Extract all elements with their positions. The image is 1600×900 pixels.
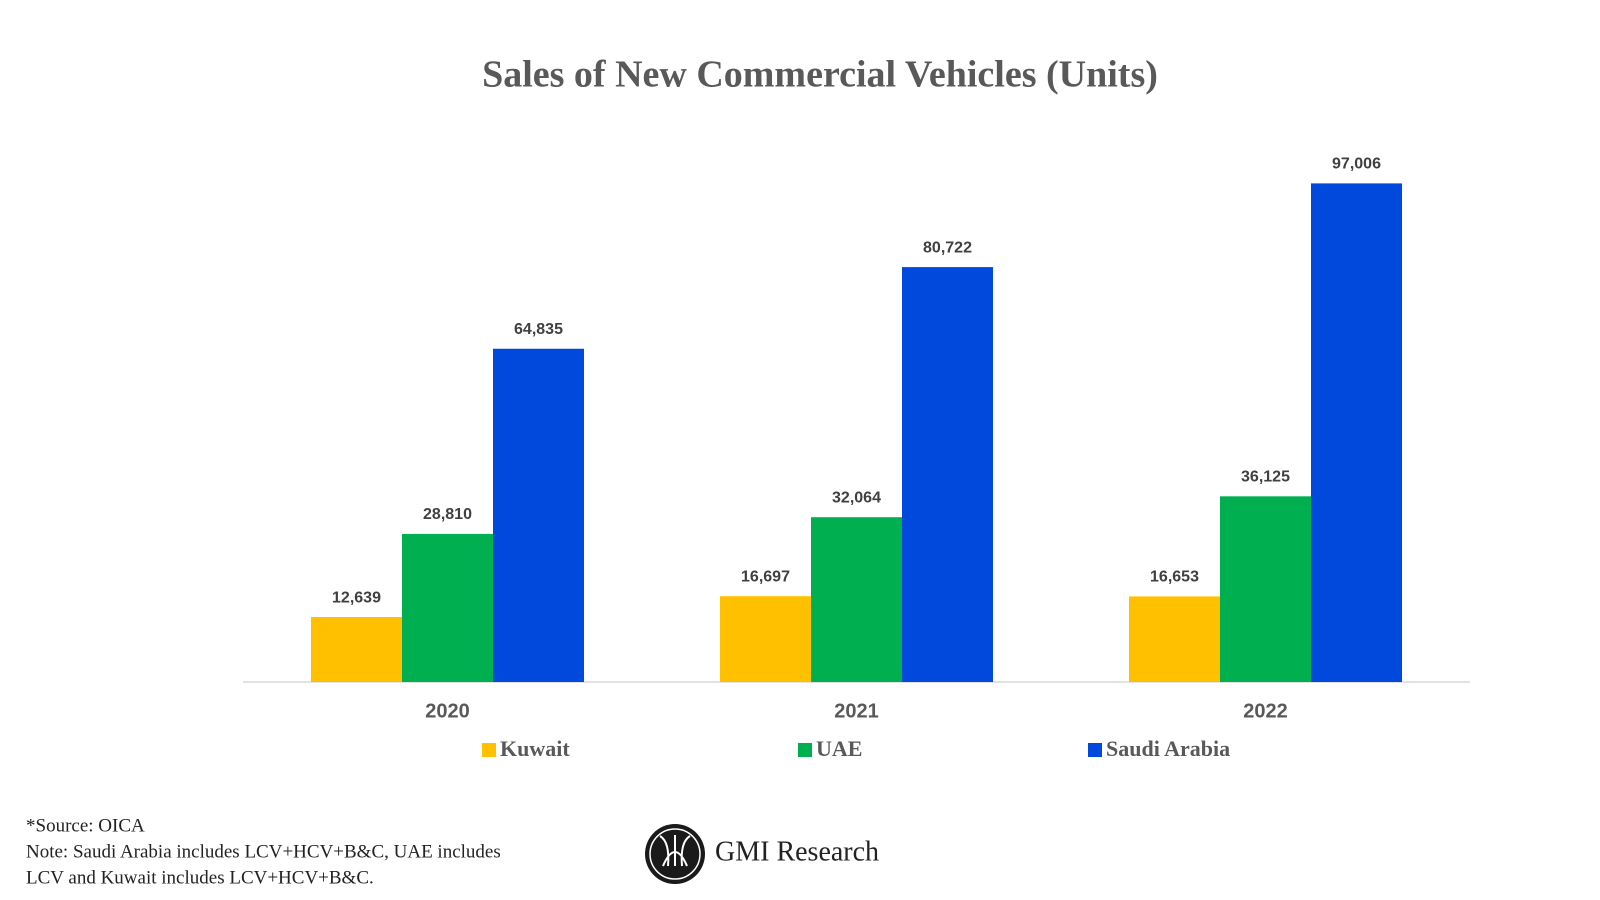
x-tick-label: 2021 xyxy=(834,700,879,722)
legend-swatch xyxy=(798,743,812,757)
value-label: 16,653 xyxy=(1150,569,1199,586)
bar xyxy=(1311,183,1402,682)
value-label: 64,835 xyxy=(514,321,563,338)
value-label: 12,639 xyxy=(332,589,381,606)
bar xyxy=(493,348,584,682)
legend-swatch xyxy=(482,743,496,757)
bar xyxy=(902,267,993,682)
bar xyxy=(311,617,402,682)
brand-name: GMI Research xyxy=(715,836,879,867)
legend-label: UAE xyxy=(816,736,862,761)
bar xyxy=(1129,596,1220,682)
legend-swatch xyxy=(1088,743,1102,757)
brand-logo xyxy=(645,824,705,884)
value-label: 36,125 xyxy=(1241,469,1290,486)
bar xyxy=(1220,496,1311,682)
x-tick-label: 2022 xyxy=(1243,700,1288,722)
x-tick-label: 2020 xyxy=(425,700,470,722)
value-label: 16,697 xyxy=(741,568,790,585)
value-label: 80,722 xyxy=(923,239,972,256)
value-label: 32,064 xyxy=(832,489,881,506)
source-note: *Source: OICA xyxy=(26,815,145,836)
legend-label: Kuwait xyxy=(500,736,570,761)
value-label: 28,810 xyxy=(423,506,472,523)
bar xyxy=(402,533,493,682)
value-label: 97,006 xyxy=(1332,156,1381,173)
legend-label: Saudi Arabia xyxy=(1106,736,1230,761)
footnote: LCV and Kuwait includes LCV+HCV+B&C. xyxy=(26,867,374,888)
bar xyxy=(720,596,811,682)
bar xyxy=(811,517,902,682)
footnote: Note: Saudi Arabia includes LCV+HCV+B&C,… xyxy=(26,841,501,862)
chart-title: Sales of New Commercial Vehicles (Units) xyxy=(482,54,1158,96)
